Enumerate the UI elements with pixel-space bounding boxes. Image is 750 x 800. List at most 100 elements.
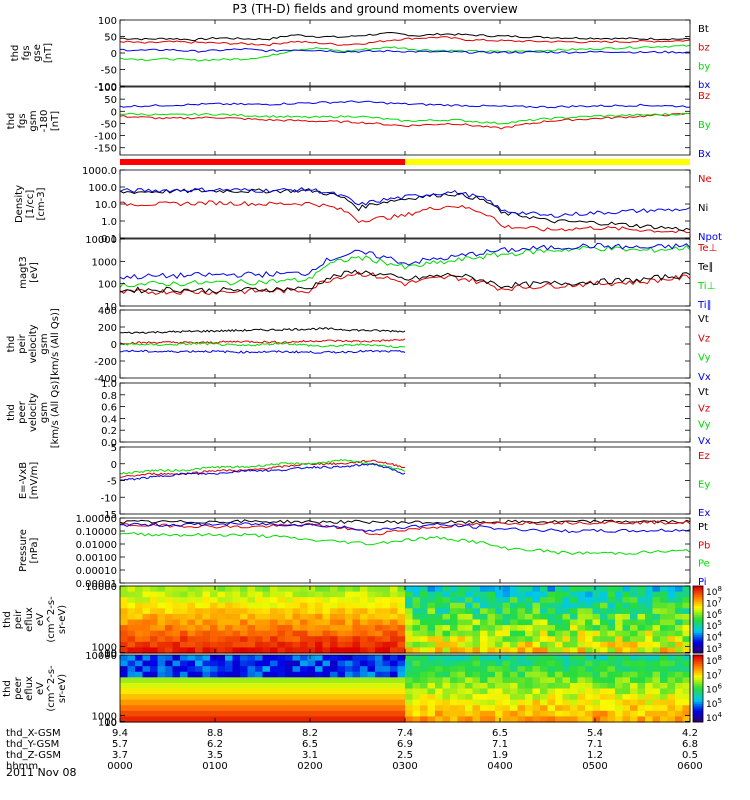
spectrogram-cell: [562, 677, 571, 684]
spectrogram-cell: [517, 655, 526, 662]
spectrogram-cell: [217, 716, 226, 723]
spectrogram-cell: [480, 705, 489, 712]
spectrogram-cell: [270, 619, 279, 626]
spectrogram-cell: [390, 716, 399, 723]
spectrogram-cell: [615, 619, 624, 626]
spectrogram-cell: [270, 625, 279, 632]
spectrogram-cell: [180, 586, 189, 593]
spectrogram-cell: [240, 655, 249, 662]
spectrogram-cell: [525, 666, 534, 673]
ylabel-line: fgs: [21, 45, 32, 60]
spectrogram-cell: [195, 716, 204, 723]
spectrogram-cell: [180, 655, 189, 662]
spectrogram-cell: [300, 716, 309, 723]
spectrogram-cell: [562, 710, 571, 718]
spectrogram-cell: [615, 699, 624, 706]
ylabel-line: -180: [39, 110, 50, 133]
spectrogram-cell: [592, 586, 601, 593]
spectrogram-cell: [660, 630, 669, 637]
spectrogram-cell: [195, 586, 204, 593]
spectrogram-cell: [142, 682, 151, 690]
spectrogram-cell: [637, 641, 646, 649]
spectrogram-cell: [495, 636, 504, 643]
spectrogram-cell: [600, 688, 609, 695]
spectrogram-cell: [682, 660, 691, 667]
spectrogram-cell: [405, 699, 414, 706]
spectrogram-cell: [675, 625, 684, 632]
spectrogram-cell: [442, 660, 451, 667]
spectrogram-cell: [142, 655, 151, 662]
spectrogram-cell: [210, 660, 219, 667]
time-value: 8.2: [302, 728, 318, 739]
spectrogram-cell: [277, 694, 286, 701]
spectrogram-cell: [307, 710, 316, 718]
spectrogram-cell: [592, 688, 601, 695]
time-value: 5.4: [587, 728, 603, 739]
panel-frame: [119, 446, 691, 515]
spectrogram-cell: [540, 586, 549, 593]
spectrogram-cell: [397, 597, 406, 604]
spectrogram-cell: [412, 586, 421, 593]
spectrogram-cell: [367, 613, 376, 621]
spectrogram-cell: [600, 630, 609, 637]
ylabel-line: [km/s (All Qs)]: [50, 308, 61, 380]
spectrogram-cell: [592, 597, 601, 604]
spectrogram-cell: [630, 647, 639, 654]
spectrogram-cell: [322, 608, 331, 615]
ylabel-line: Pressure: [18, 529, 29, 572]
spectrogram-cell: [180, 597, 189, 604]
spectrogram-cell: [232, 688, 241, 695]
legend-fgs-gse-1: bz: [698, 43, 710, 54]
spectrogram-cell: [487, 688, 496, 695]
spectrogram-cell: [255, 636, 264, 643]
spectrogram-cell: [390, 608, 399, 615]
spectrogram-cell: [300, 608, 309, 615]
colorbar-segment: [693, 672, 703, 676]
spectrogram-cell: [547, 591, 556, 598]
spectrogram-cell: [667, 682, 676, 690]
spectrogram-cell: [427, 630, 436, 637]
spectrogram-cell: [285, 641, 294, 649]
spectrogram-cell: [570, 688, 579, 695]
spectrogram-cell: [157, 602, 166, 609]
spectrogram-cell: [210, 608, 219, 615]
spectrogram-cell: [570, 613, 579, 621]
spectrogram-cell: [510, 705, 519, 712]
spectrogram-cell: [127, 660, 136, 667]
spectrogram-cell: [577, 608, 586, 615]
spectrogram-cell: [667, 666, 676, 673]
colorbar-frame: [692, 585, 704, 654]
spectrogram-cell: [255, 699, 264, 706]
spectrogram-cell: [360, 586, 369, 593]
colorbar-segment: [693, 641, 703, 645]
spectrogram-cell: [682, 591, 691, 598]
spectrogram-cell: [435, 608, 444, 615]
spectrogram-cell: [315, 625, 324, 632]
spectrogram-cell: [210, 666, 219, 673]
spectrogram-cell: [465, 660, 474, 667]
ylabel-line: eflux: [24, 676, 35, 701]
spectrogram-cell: [427, 641, 436, 649]
time-value: 1.2: [587, 750, 603, 761]
series-peir-velocity-3: [119, 349, 406, 354]
spectrogram-cell: [330, 641, 339, 649]
spectrogram-cell: [645, 677, 654, 684]
spectrogram-cell: [517, 666, 526, 673]
spectrogram-cell: [405, 641, 414, 649]
ytick-label: 0.4: [101, 414, 117, 425]
spectrogram-cell: [660, 655, 669, 662]
spectrogram-cell: [607, 636, 616, 643]
spectrogram-cell: [645, 636, 654, 643]
spectrogram-cell: [667, 625, 676, 632]
spectrogram-cell: [472, 660, 481, 667]
legend-fgs-gsm-0: Bz: [698, 91, 710, 102]
time-row-label: thd_Y-GSM: [6, 739, 59, 750]
spectrogram-cell: [442, 716, 451, 723]
spectrogram-cell: [330, 671, 339, 678]
spectrogram-cell: [330, 597, 339, 604]
colorbar-segment: [693, 706, 703, 710]
colorbar-segment: [693, 661, 703, 665]
spectrogram-cell: [427, 666, 436, 673]
spectrogram-cell: [232, 660, 241, 667]
spectrogram-cell: [510, 625, 519, 632]
